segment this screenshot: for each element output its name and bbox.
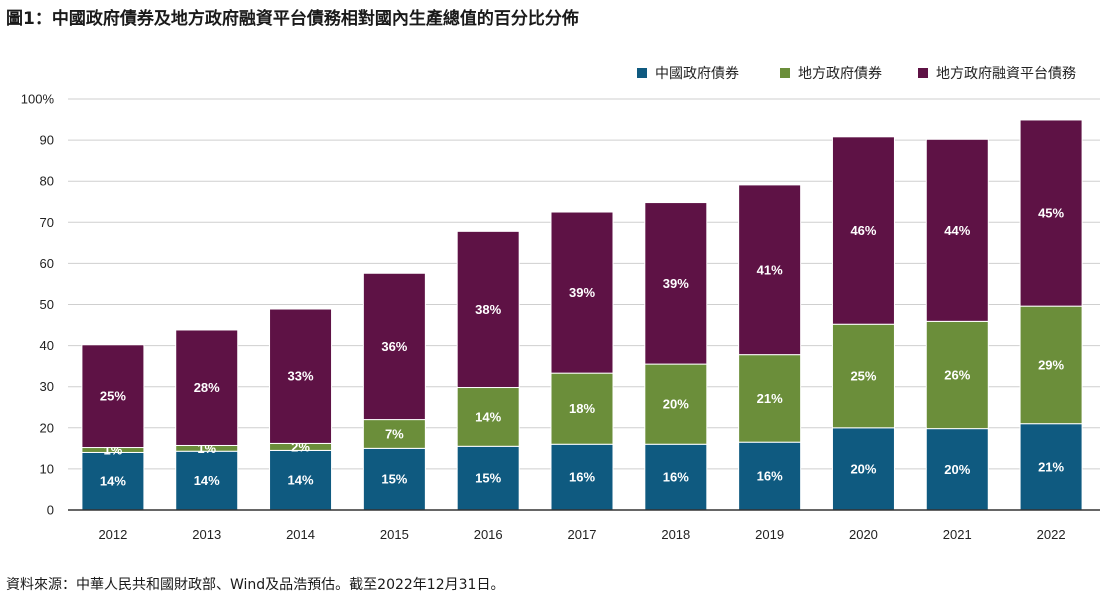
- data-label-2012-series-2: 25%: [100, 389, 126, 404]
- bar-2020-series-1: [831, 323, 895, 429]
- bar-2018-series-0: [644, 443, 708, 511]
- data-label-2012-series-0: 14%: [100, 474, 126, 489]
- bar-2013-series-0: [175, 450, 239, 511]
- x-tick-label: 2015: [380, 527, 409, 542]
- bar-2014-series-2: [269, 308, 333, 444]
- data-label-2016-series-0: 15%: [475, 471, 501, 486]
- data-label-2018-series-0: 16%: [663, 470, 689, 485]
- bar-2017-series-1: [550, 372, 614, 445]
- data-label-2019-series-1: 21%: [757, 391, 783, 406]
- data-label-2020-series-0: 20%: [850, 461, 876, 476]
- bar-2017-series-2: [550, 211, 614, 374]
- data-label-2014-series-0: 14%: [288, 473, 314, 488]
- data-label-2020-series-1: 25%: [850, 369, 876, 384]
- bar-2013-series-2: [175, 329, 239, 446]
- x-axis-ticks: 2012 2013 2014 2015 2016 2017 2018 2019 2020 2021…: [68, 509, 1100, 542]
- y-axis-ticks: 0 10 20 30 40 50 60 70 80 90 100%: [21, 92, 55, 518]
- bar-2020-series-0: [831, 427, 895, 511]
- data-label-2018-series-2: 39%: [663, 276, 689, 291]
- bar-2019-series-0: [738, 441, 802, 511]
- bar-2017-series-0: [550, 443, 614, 511]
- bar-2019-series-1: [738, 354, 802, 443]
- y-tick-label: 50: [40, 297, 54, 312]
- data-label-2019-series-0: 16%: [757, 469, 783, 484]
- legend: 中國政府債券 地方政府債券 地方政府融資平台債務: [637, 66, 1076, 82]
- data-label-2014-series-2: 33%: [288, 369, 314, 384]
- x-tick-label: 2012: [98, 527, 127, 542]
- data-label-2020-series-2: 46%: [850, 223, 876, 238]
- legend-swatch-1: [780, 68, 790, 78]
- y-tick-label: 70: [40, 215, 54, 230]
- data-label-2021-series-1: 26%: [944, 367, 970, 382]
- data-label-2018-series-1: 20%: [663, 397, 689, 412]
- data-label-2021-series-0: 20%: [944, 462, 970, 477]
- bar-2021-series-0: [925, 428, 989, 511]
- y-tick-label: 20: [40, 420, 54, 435]
- x-tick-label: 2019: [755, 527, 784, 542]
- data-label-2015-series-0: 15%: [381, 472, 407, 487]
- x-tick-label: 2021: [943, 527, 972, 542]
- x-tick-label: 2017: [568, 527, 597, 542]
- x-tick-label: 2018: [661, 527, 690, 542]
- y-tick-label: 80: [40, 174, 54, 189]
- data-label-2022-series-1: 29%: [1038, 357, 1064, 372]
- x-tick-label: 2020: [849, 527, 878, 542]
- bar-2015-series-2: [362, 272, 426, 421]
- x-tick-label: 2013: [192, 527, 221, 542]
- y-tick-label: 100%: [21, 92, 55, 107]
- bar-2022-series-2: [1019, 119, 1083, 307]
- y-tick-label: 60: [40, 256, 54, 271]
- y-tick-label: 30: [40, 379, 54, 394]
- bar-2012-series-0: [81, 451, 145, 511]
- y-tick-label: 0: [47, 503, 54, 518]
- bar-2021-series-2: [925, 138, 989, 322]
- bar-2022-series-1: [1019, 305, 1083, 425]
- bar-2019-series-2: [738, 184, 802, 356]
- data-label-2017-series-0: 16%: [569, 470, 595, 485]
- y-tick-label: 40: [40, 338, 54, 353]
- data-label-2019-series-2: 41%: [757, 262, 783, 277]
- bar-2015-series-0: [362, 447, 426, 511]
- bars: 14%1%25%14%1%28%14%2%33%15%7%36%15%14%38…: [81, 119, 1083, 511]
- data-label-2017-series-2: 39%: [569, 285, 595, 300]
- chart-title: 圖1：中國政府債券及地方政府融資平台債務相對國內生產總值的百分比分佈: [6, 9, 579, 29]
- source-note: 資料來源：中華人民共和國財政部、Wind及品浩預估。截至2022年12月31日。: [6, 577, 505, 593]
- data-label-2016-series-1: 14%: [475, 409, 501, 424]
- legend-label-2: 地方政府融資平台債務: [936, 66, 1076, 82]
- bar-2020-series-2: [831, 136, 895, 325]
- y-tick-label: 90: [40, 133, 54, 148]
- bar-2014-series-0: [269, 449, 333, 511]
- x-tick-label: 2014: [286, 527, 315, 542]
- data-label-2015-series-1: 7%: [385, 426, 404, 441]
- data-label-2013-series-2: 28%: [194, 380, 220, 395]
- data-label-2022-series-2: 45%: [1038, 206, 1064, 221]
- legend-label-0: 中國政府債券: [655, 66, 739, 82]
- data-label-2015-series-2: 36%: [381, 339, 407, 354]
- data-label-2021-series-2: 44%: [944, 223, 970, 238]
- bar-2018-series-2: [644, 202, 708, 365]
- legend-swatch-2: [918, 68, 928, 78]
- bar-2016-series-2: [456, 230, 520, 389]
- y-tick-label: 10: [40, 461, 54, 476]
- legend-swatch-0: [637, 68, 647, 78]
- bar-2016-series-1: [456, 387, 520, 447]
- bar-2012-series-2: [81, 344, 145, 449]
- legend-label-1: 地方政府債券: [798, 66, 882, 82]
- data-label-2016-series-2: 38%: [475, 302, 501, 317]
- data-label-2022-series-0: 21%: [1038, 459, 1064, 474]
- data-label-2013-series-0: 14%: [194, 473, 220, 488]
- bar-2015-series-1: [362, 419, 426, 449]
- data-label-2017-series-1: 18%: [569, 401, 595, 416]
- x-tick-label: 2022: [1037, 527, 1066, 542]
- x-tick-label: 2016: [474, 527, 503, 542]
